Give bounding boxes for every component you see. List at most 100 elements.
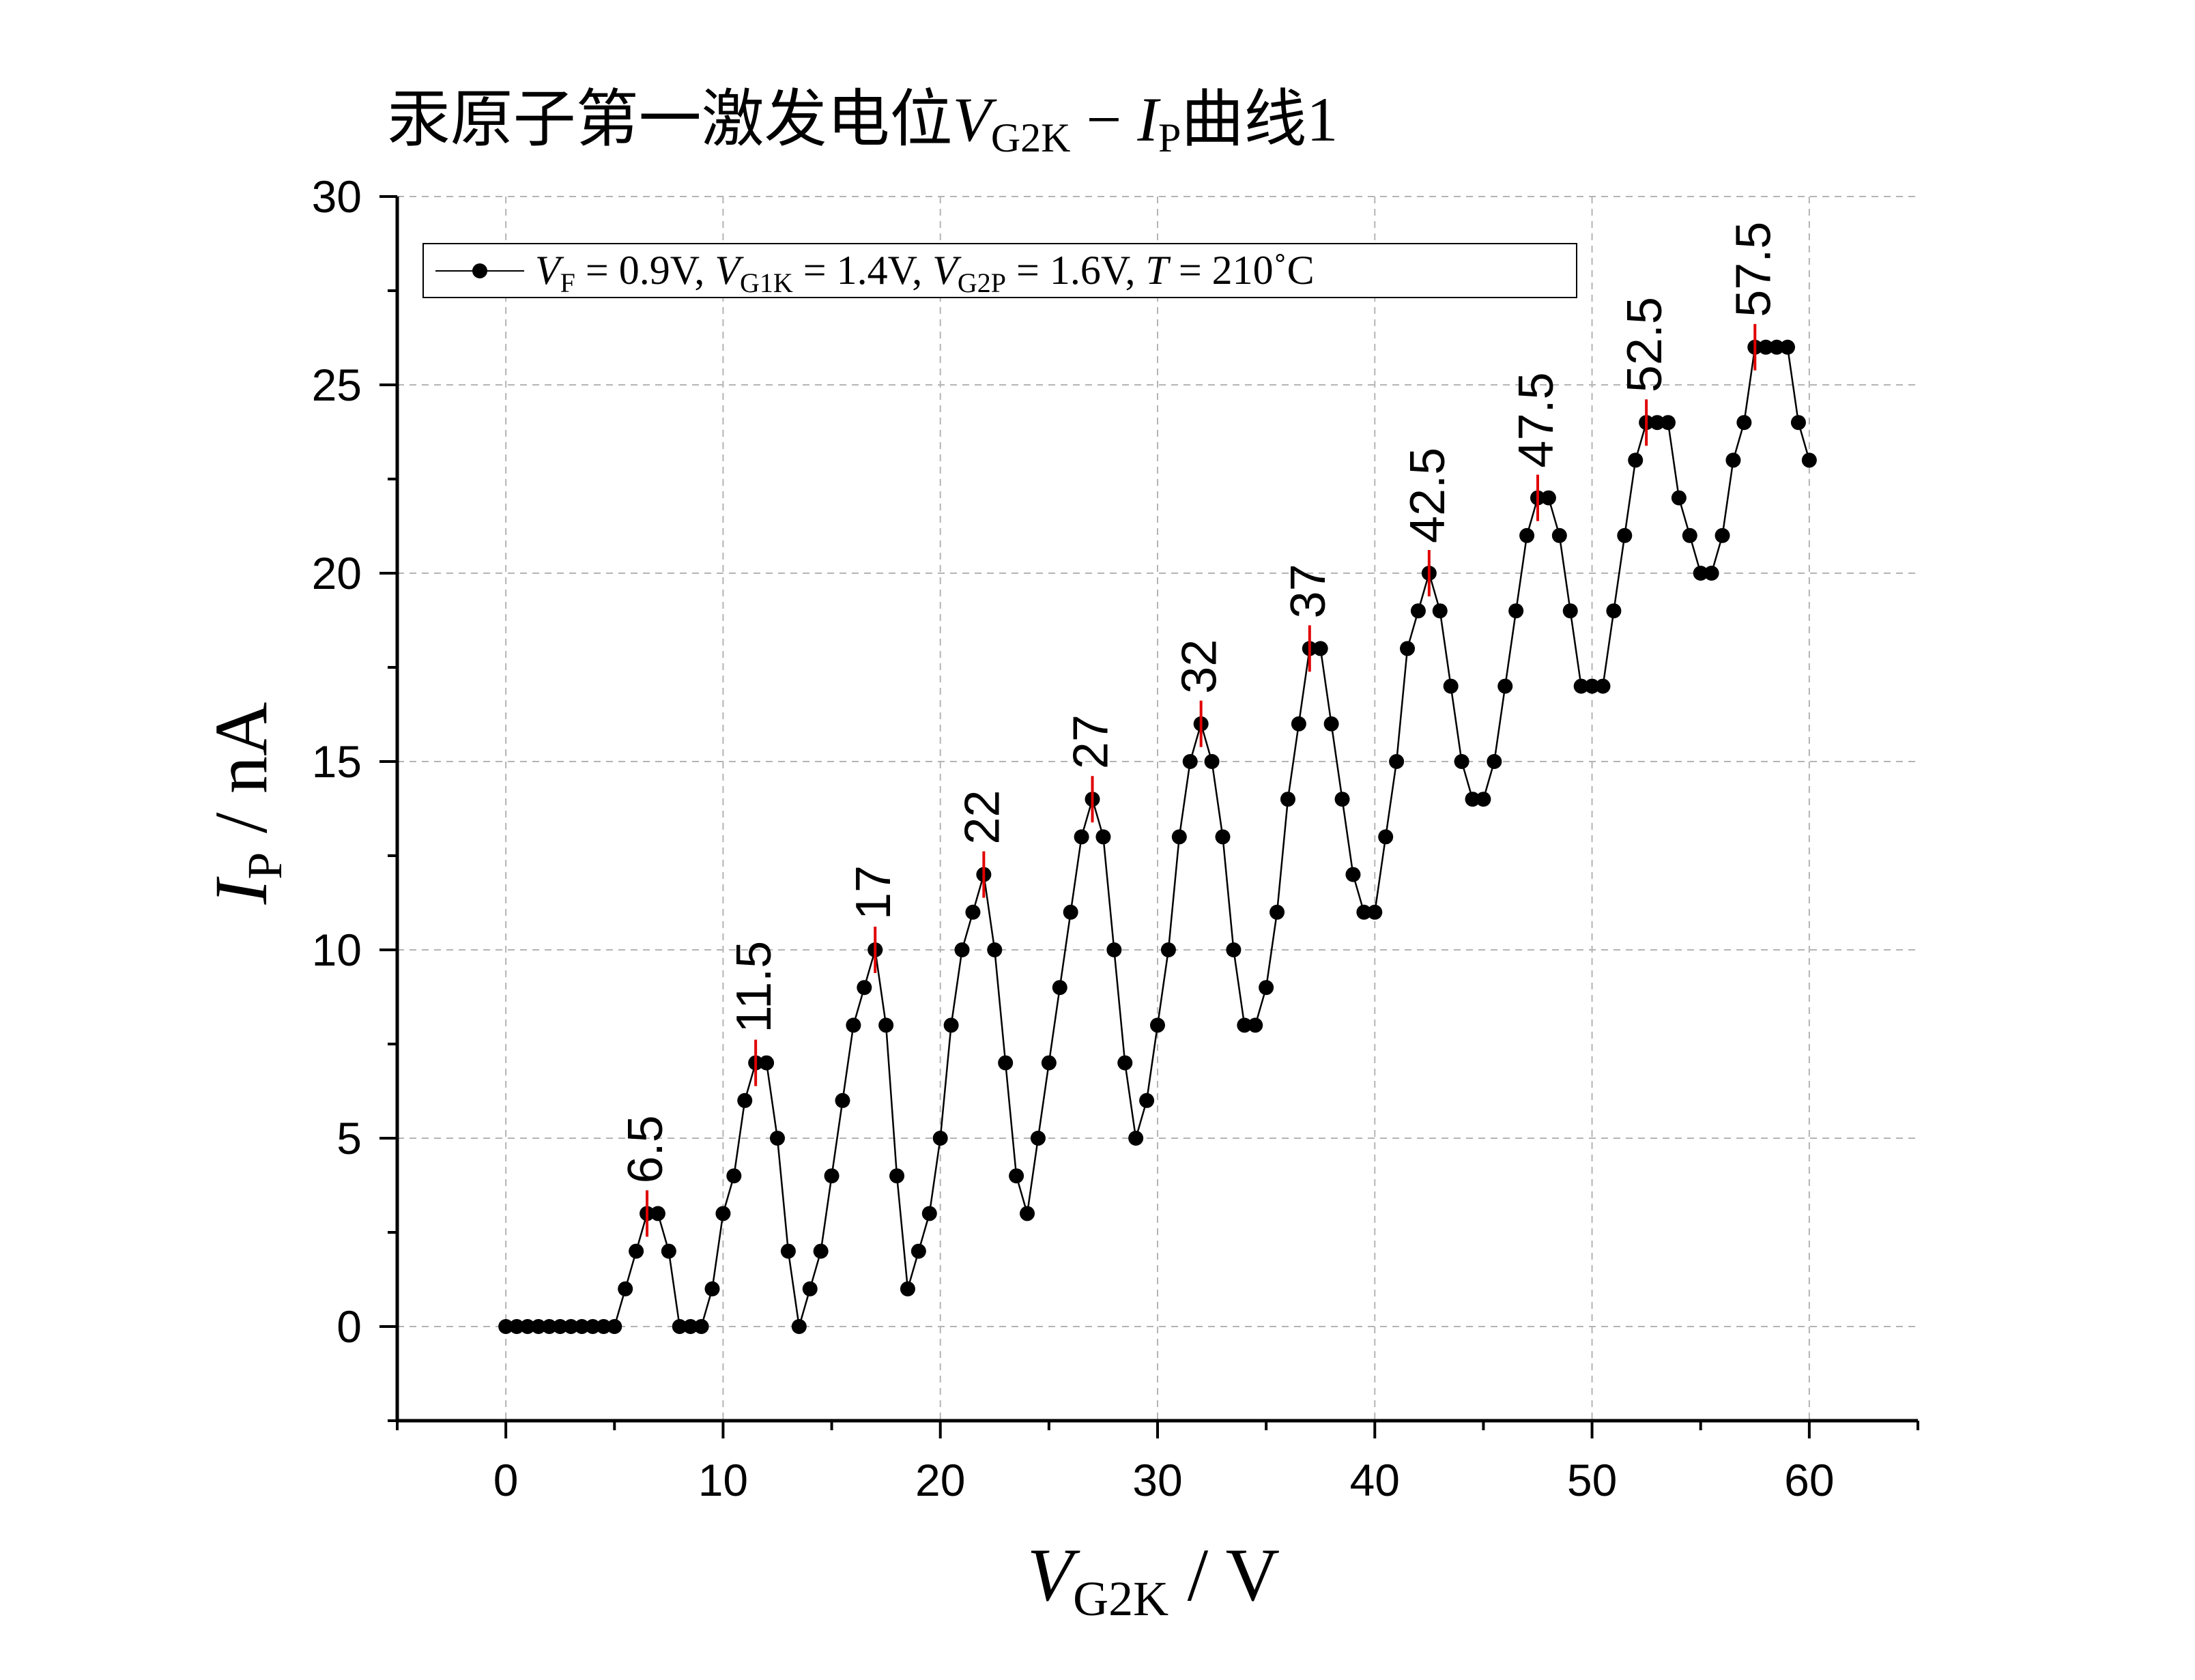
x-tick-label: 60 [1784, 1455, 1834, 1505]
data-point [1269, 904, 1285, 920]
peak-label: 32 [1173, 639, 1227, 694]
data-point [1454, 754, 1469, 769]
data-point [629, 1243, 644, 1259]
data-point [1323, 716, 1339, 732]
x-tick-label: 10 [698, 1455, 748, 1505]
data-point [1790, 415, 1806, 431]
peak-annotations: 6.5 11.5 17 22 27 32 37 42.5 47.5 52.5 57.5 [618, 222, 1781, 1237]
data-point [726, 1168, 742, 1184]
data-point [1519, 527, 1535, 543]
data-point [1334, 792, 1350, 807]
data-point [813, 1243, 829, 1259]
data-point [1150, 1017, 1165, 1033]
data-point [1160, 942, 1176, 957]
axes [395, 197, 1918, 1423]
peak-label: 47.5 [1509, 372, 1564, 467]
data-point [1367, 904, 1383, 920]
data-point [650, 1206, 665, 1221]
data-point [1497, 678, 1513, 694]
data-point [780, 1243, 796, 1259]
data-point [519, 1319, 535, 1334]
y-tick-label: 10 [312, 925, 362, 975]
peak-label: 37 [1281, 564, 1336, 618]
data-point [585, 1319, 601, 1334]
data-point [1020, 1206, 1035, 1221]
data-point [1248, 1017, 1263, 1033]
y-axis-ticks: 0 5 10 15 20 25 30 [312, 171, 397, 1422]
data-point [987, 942, 1003, 957]
data-point [1606, 603, 1622, 619]
legend-label: VF = 0.9V, VG1K = 1.4V, VG2P = 1.6V, T =… [535, 248, 1315, 298]
legend: VF = 0.9V, VG1K = 1.4V, VG2P = 1.6V, T =… [422, 243, 1577, 298]
data-point [900, 1281, 915, 1297]
data-point [1650, 415, 1665, 431]
data-point [1117, 1055, 1133, 1071]
data-point [965, 904, 981, 920]
data-point [1063, 904, 1078, 920]
data-point [1259, 980, 1274, 996]
data-point [1356, 904, 1372, 920]
data-point [1030, 1131, 1046, 1146]
data-point [563, 1319, 579, 1334]
data-point [1780, 339, 1796, 355]
data-point [1682, 527, 1697, 543]
y-tick-label: 30 [312, 171, 362, 222]
peak-label: 42.5 [1401, 448, 1455, 543]
data-point [1215, 829, 1231, 845]
data-point [1487, 754, 1502, 769]
data-point [1280, 792, 1295, 807]
data-point [1226, 942, 1242, 957]
data-point [530, 1319, 546, 1334]
data-point [1345, 867, 1361, 882]
grid-lines [397, 196, 1918, 1421]
data-point [1693, 566, 1708, 581]
data-point [1204, 754, 1220, 769]
y-tick-label: 20 [312, 548, 362, 598]
x-axis-label: VG2K / V [1027, 1533, 1280, 1626]
legend-box [422, 243, 1577, 298]
data-point [1410, 603, 1426, 619]
y-axis-label: IP / nA [199, 702, 292, 906]
data-point [1660, 415, 1676, 431]
data-point [889, 1168, 905, 1184]
data-point [1312, 641, 1328, 656]
data-point [857, 980, 872, 996]
data-point [1476, 792, 1491, 807]
y-tick-label: 25 [312, 360, 362, 410]
data-point [1009, 1168, 1024, 1184]
data-point [715, 1206, 731, 1221]
x-tick-label: 40 [1350, 1455, 1400, 1505]
data-point [1389, 754, 1405, 769]
data-point [1095, 829, 1111, 845]
data-point [1182, 754, 1198, 769]
data-point [1465, 792, 1480, 807]
data-point [1052, 980, 1067, 996]
data-point [574, 1319, 590, 1334]
data-point [1584, 678, 1600, 694]
data-point [683, 1319, 698, 1334]
y-tick-label: 15 [312, 736, 362, 787]
data-point [1291, 716, 1306, 732]
data-point [1595, 678, 1611, 694]
data-point [878, 1017, 894, 1033]
data-point [1617, 527, 1633, 543]
data-point [998, 1055, 1014, 1071]
data-point [618, 1281, 633, 1297]
data-point [661, 1243, 676, 1259]
data-point [693, 1319, 709, 1334]
x-axis-ticks: 0 10 20 30 40 50 60 [396, 1421, 1919, 1505]
data-point [910, 1243, 926, 1259]
data-point [791, 1319, 807, 1334]
data-point [1628, 452, 1644, 468]
data-point [1128, 1131, 1144, 1146]
data-point [1432, 603, 1448, 619]
data-point [737, 1092, 753, 1108]
data-point [1237, 1017, 1252, 1033]
peak-label: 6.5 [618, 1115, 673, 1183]
x-tick-label: 20 [915, 1455, 965, 1505]
data-point [759, 1055, 775, 1071]
data-point [921, 1206, 937, 1221]
y-tick-label: 0 [336, 1301, 362, 1352]
data-point [802, 1281, 818, 1297]
